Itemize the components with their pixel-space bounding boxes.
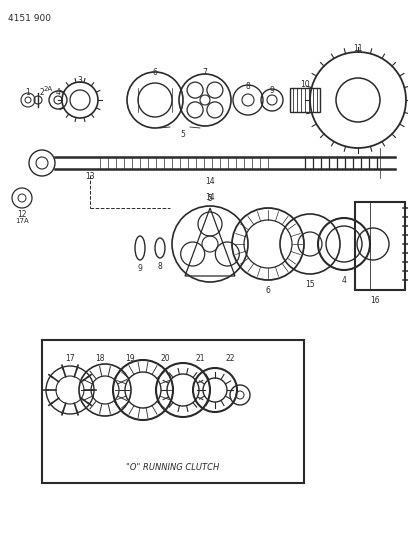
Bar [355, 202, 405, 290]
Text: 10: 10 [300, 80, 310, 89]
Text: 4151 900: 4151 900 [8, 14, 51, 23]
Text: 9: 9 [137, 264, 142, 273]
Text: 15: 15 [305, 280, 315, 289]
Text: 19: 19 [125, 354, 135, 363]
Text: 18: 18 [95, 354, 105, 363]
Bar [290, 88, 320, 112]
Text: 17A: 17A [15, 218, 29, 224]
Text: 12: 12 [17, 210, 27, 219]
Text: 2: 2 [40, 88, 44, 97]
Text: 4: 4 [55, 88, 60, 97]
Text: 5: 5 [208, 194, 213, 203]
Text: 7: 7 [202, 68, 207, 77]
Text: 11: 11 [353, 44, 363, 53]
Text: 13: 13 [85, 172, 95, 181]
Text: 4: 4 [341, 276, 346, 285]
Text: 14: 14 [205, 177, 215, 186]
Text: "O" RUNNING CLUTCH: "O" RUNNING CLUTCH [126, 463, 220, 472]
Text: 16: 16 [370, 296, 380, 305]
Text: 17: 17 [65, 354, 75, 363]
Text: 8: 8 [246, 82, 251, 91]
Text: 6: 6 [153, 68, 157, 77]
Text: 22: 22 [225, 354, 235, 363]
Text: 9: 9 [270, 86, 275, 95]
Text: 6: 6 [266, 286, 271, 295]
Text: 5: 5 [181, 130, 186, 139]
Text: 2A: 2A [43, 86, 53, 92]
Text: 20: 20 [160, 354, 170, 363]
Text: 3: 3 [78, 76, 82, 85]
Text: 8: 8 [157, 262, 162, 271]
Bar [42, 340, 304, 483]
Text: 14: 14 [205, 193, 215, 202]
Text: 21: 21 [195, 354, 205, 363]
Text: 1: 1 [26, 88, 30, 97]
